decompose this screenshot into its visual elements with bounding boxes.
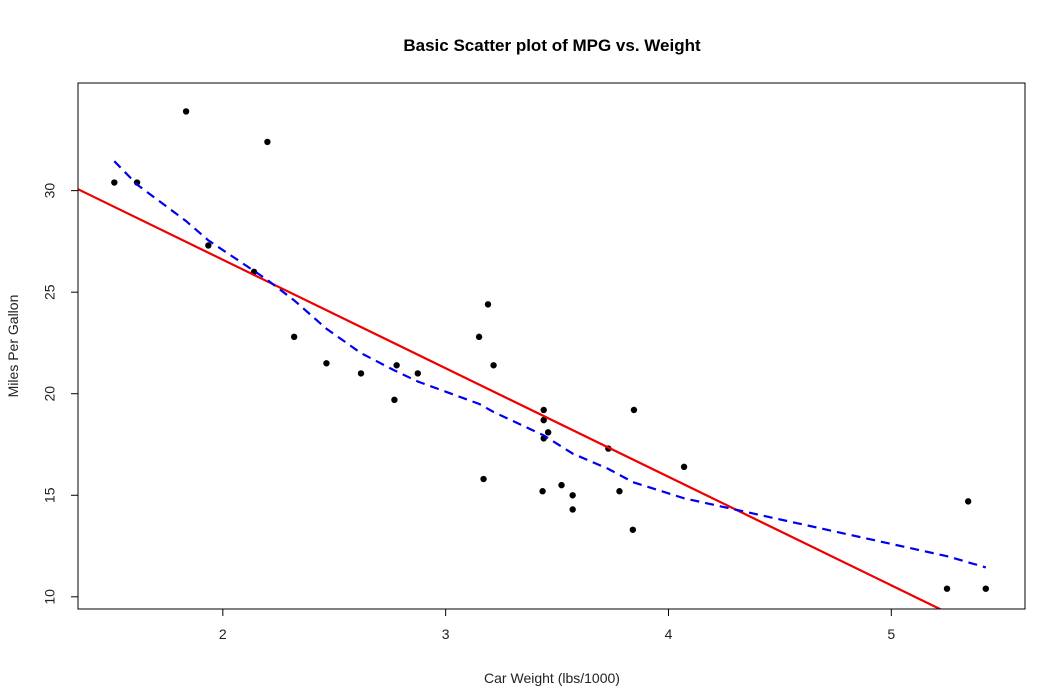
data-point (323, 360, 330, 367)
x-tick-label: 2 (219, 626, 227, 642)
data-point (393, 362, 400, 369)
data-point (544, 429, 552, 436)
plot-area: 2 3 4 5 10 15 20 25 30 (42, 108, 989, 642)
y-tick-label: 20 (42, 386, 58, 402)
data-point (630, 406, 638, 414)
data-point (490, 362, 497, 369)
data-point (414, 370, 422, 377)
data-point (391, 396, 398, 404)
plot-frame (77, 82, 1026, 610)
data-point (569, 492, 576, 499)
x-axis-label: Car Weight (lbs/1000) (484, 670, 620, 686)
x-tick-label: 4 (665, 626, 673, 642)
data-point (629, 526, 637, 533)
data-point (357, 370, 365, 377)
data-point (964, 498, 972, 505)
y-axis-label: Miles Per Gallon (5, 295, 21, 398)
data-point (982, 585, 989, 592)
data-point (943, 585, 951, 592)
y-tick-label: 10 (42, 589, 58, 605)
x-tick-label: 3 (442, 626, 450, 642)
regression-line (78, 188, 943, 609)
data-point (680, 463, 688, 471)
data-point (182, 108, 190, 115)
data-point (480, 475, 487, 483)
data-point (569, 506, 576, 513)
data-point (475, 333, 483, 341)
data-point (540, 406, 547, 414)
data-point (290, 333, 298, 341)
data-point (539, 488, 546, 495)
y-tick-label: 25 (42, 284, 58, 300)
data-point (111, 179, 118, 186)
lowess-line (113, 160, 987, 569)
chart-title: Basic Scatter plot of MPG vs. Weight (403, 36, 701, 55)
data-point (264, 138, 271, 146)
x-tick-label: 5 (887, 626, 895, 642)
data-point (484, 301, 492, 308)
data-point (558, 481, 565, 489)
data-point (616, 488, 623, 495)
data-point (540, 416, 547, 424)
y-tick-label: 30 (42, 183, 58, 199)
y-tick-label: 15 (42, 487, 58, 503)
data-point (205, 242, 212, 249)
